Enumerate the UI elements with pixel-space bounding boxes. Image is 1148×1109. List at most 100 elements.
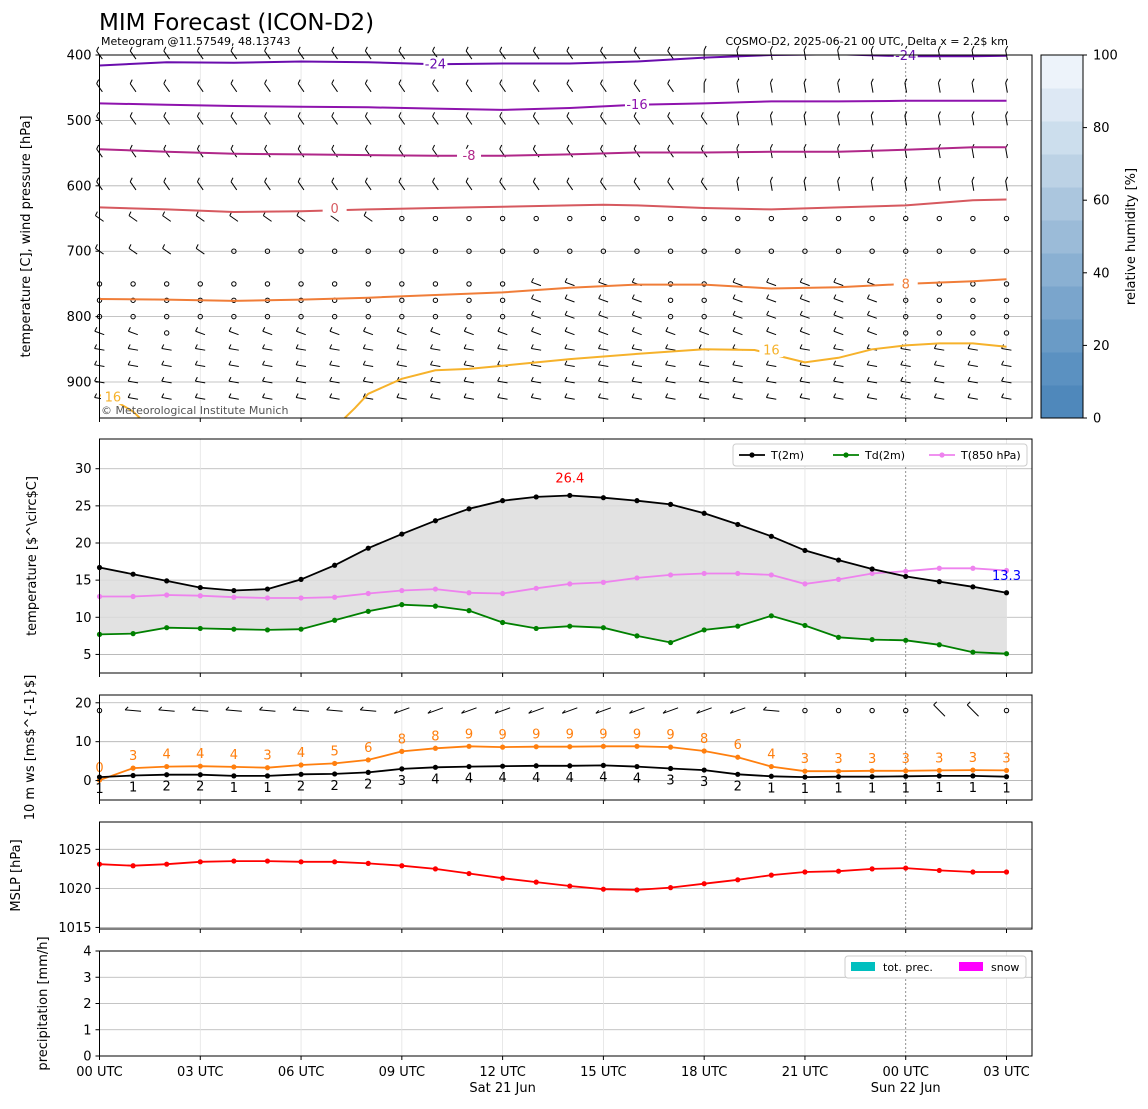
temperature-series-2-point-20	[768, 572, 774, 578]
colorbar-band-0	[1041, 385, 1083, 419]
upper-air-wind-barb	[632, 330, 642, 336]
upper-air-wind-barb-feather	[463, 360, 467, 366]
upper-air-wind-barb-feather	[432, 79, 436, 84]
upper-air-wind-barb-feather	[766, 294, 770, 299]
temperature-series-1-point-12	[500, 619, 506, 626]
upper-air-calm-marker	[600, 215, 607, 222]
upper-air-wind-barb	[331, 116, 338, 125]
temperature-series-0-point-17	[667, 501, 674, 507]
upper-air-wind-barb	[497, 330, 508, 336]
upper-air-wind-barb-feather	[770, 176, 773, 182]
wind-series-1-point-25	[936, 773, 942, 779]
wind-barb-14	[562, 707, 578, 714]
isotherm-label-bg-6	[759, 342, 784, 357]
upper-air-wind-barb-feather	[163, 144, 167, 150]
colorbar-band-5	[1041, 220, 1083, 254]
wind-mean-label-11: 4	[465, 772, 473, 787]
upper-air-wind-barb-feather	[799, 344, 803, 349]
upper-air-wind-barb	[769, 115, 773, 126]
wind-series-0-point-2	[164, 763, 170, 770]
mslp-ytick-label-2: 1025	[58, 843, 91, 858]
upper-air-wind-barb-feather	[331, 46, 335, 52]
mslp-ylabel: MSLP [hPa]	[9, 839, 24, 911]
upper-air-wind-barb	[262, 380, 273, 384]
upper-air-ytick-label-5: 900	[67, 376, 92, 391]
upper-air-wind-barb-feather	[396, 344, 400, 349]
mslp-series-point-12	[500, 875, 506, 881]
upper-air-wind-barb	[799, 347, 810, 351]
upper-air-wind-barb-feather	[1005, 78, 1009, 84]
upper-air-wind-barb	[732, 397, 743, 400]
isotherm-0	[99, 55, 1007, 67]
upper-air-wind-barb	[396, 397, 407, 400]
temperature-series-0-point-7	[332, 562, 338, 568]
upper-air-wind-barb-feather	[736, 143, 740, 149]
colorbar-band-9	[1041, 88, 1083, 122]
mslp-series-point-13	[533, 879, 539, 885]
upper-air-calm-marker	[163, 313, 170, 320]
upper-air-wind-barb	[499, 116, 506, 125]
upper-air-wind-barb	[228, 364, 239, 368]
upper-air-wind-barb-feather	[564, 360, 568, 366]
mslp-series-point-7	[332, 859, 338, 865]
upper-air-wind-barb	[803, 148, 807, 159]
upper-air-wind-barb-feather	[163, 79, 167, 84]
upper-air-wind-barb	[766, 281, 777, 287]
upper-air-wind-barb	[363, 347, 374, 351]
upper-air-wind-barb	[363, 330, 374, 336]
upper-air-wind-barb	[598, 397, 609, 400]
wind-barb-16	[629, 707, 645, 714]
precipitation-ytick-label-3: 3	[83, 971, 91, 986]
precipitation-ytick-label-0: 0	[83, 1050, 91, 1065]
upper-air-wind-barb-feather	[803, 143, 807, 149]
upper-air-wind-barb	[633, 83, 641, 93]
upper-air-calm-marker	[701, 248, 707, 254]
upper-air-wind-barb	[833, 380, 844, 384]
wind-series-0-point-19	[735, 754, 741, 760]
mslp-series-point-2	[164, 861, 170, 867]
upper-air-wind-barb	[128, 380, 139, 384]
temperature-series-0-point-13	[533, 494, 539, 500]
upper-air-wind-barb-feather	[667, 177, 671, 182]
upper-air-wind-barb-feather	[866, 294, 870, 299]
upper-air-wind-barb	[736, 82, 740, 93]
upper-air-wind-barb-feather	[566, 112, 570, 117]
upper-air-wind-barb	[197, 83, 204, 93]
upper-air-wind-barb-feather	[432, 177, 436, 182]
upper-air-wind-barb	[329, 364, 340, 368]
upper-air-wind-barb-feather	[600, 144, 603, 150]
isotherm-label-bg-1	[893, 48, 918, 63]
upper-air-wind-barb-feather	[194, 393, 198, 398]
upper-air-wind-barb-feather	[665, 393, 669, 398]
upper-air-wind-barb-feather	[566, 46, 570, 52]
upper-air-calm-marker	[903, 297, 909, 303]
upper-air-wind-barb-feather	[833, 360, 837, 366]
wind-barb-7	[326, 709, 343, 712]
temperature-series-0-point-24	[903, 573, 909, 580]
upper-air-wind-barb	[230, 116, 238, 125]
mslp-series-point-21	[802, 869, 808, 875]
wind-gust-label-2: 4	[163, 748, 171, 763]
upper-air-wind-barb-feather	[766, 310, 770, 316]
upper-air-wind-barb	[531, 364, 542, 368]
colorbar-tick-label-3: 60	[1093, 194, 1110, 209]
temperature-legend: T(2m) Td(2m) T(850 hPa)	[732, 443, 1028, 467]
upper-air-wind-barb-feather	[364, 112, 368, 117]
upper-air-wind-barb-feather	[631, 277, 635, 283]
upper-air-calm-marker	[533, 215, 539, 222]
temperature-series-0-point-20	[768, 533, 774, 539]
wind-barb-feather-4	[225, 706, 230, 711]
upper-air-wind-barb-feather	[163, 46, 167, 52]
temperature-series-2-point-2	[164, 592, 170, 598]
upper-air-wind-barb	[1001, 364, 1012, 368]
upper-air-calm-marker	[970, 330, 976, 336]
wind-mean-label-6: 2	[297, 779, 305, 794]
upper-air-wind-barb	[564, 364, 575, 368]
upper-air-wind-barb-feather	[732, 277, 736, 283]
upper-air-wind-barb	[732, 330, 743, 336]
wind-series-1-point-21	[802, 774, 808, 780]
upper-air-wind-barb	[228, 380, 239, 384]
upper-air-wind-barb-feather	[631, 393, 635, 398]
temperature-series-1-point-23	[869, 636, 875, 643]
upper-air-wind-barb	[667, 181, 674, 191]
